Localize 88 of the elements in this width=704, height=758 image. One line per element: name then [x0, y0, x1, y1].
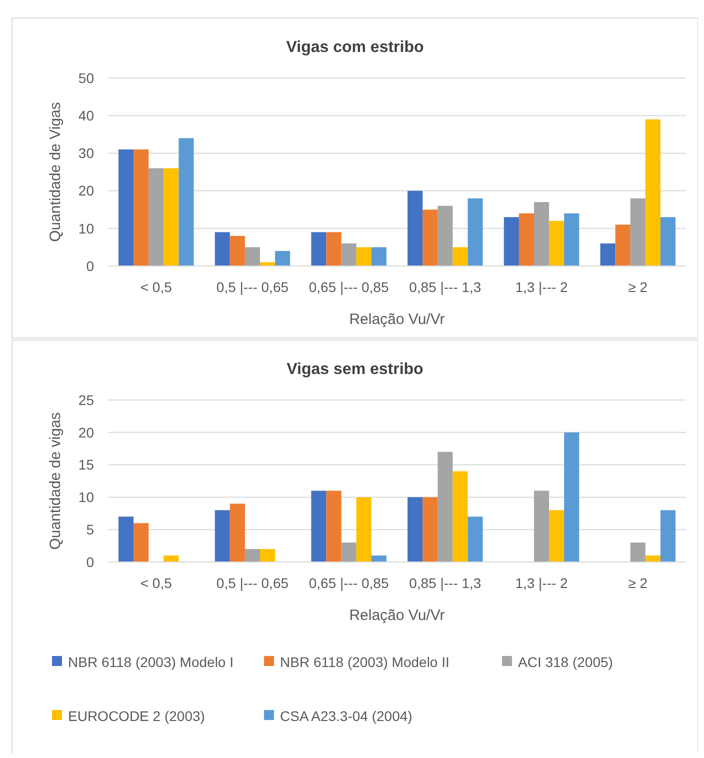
bar: [134, 149, 149, 266]
bar: [326, 490, 342, 562]
bar: [260, 262, 276, 266]
x-tick-label: < 0,5: [140, 279, 172, 295]
bar: [164, 556, 179, 562]
x-tick-label: 0,85 |--- 1,3: [409, 279, 482, 295]
bar: [630, 198, 646, 266]
y-axis-title: Quantidade de vigas: [47, 412, 64, 550]
legend-label: NBR 6118 (2003) Modelo II: [280, 654, 450, 670]
bar: [260, 549, 276, 562]
x-tick-label: 0,5 |--- 0,65: [216, 279, 289, 295]
y-tick-label: 30: [78, 145, 94, 162]
bar: [422, 210, 438, 266]
chart-title: Vigas com estribo: [286, 39, 424, 56]
y-tick-label: 0: [86, 554, 94, 570]
bar: [504, 217, 519, 266]
x-tick-label: < 0,5: [140, 575, 172, 591]
y-tick-label: 50: [78, 70, 94, 86]
bar: [178, 138, 194, 266]
bar: [275, 250, 290, 266]
legend-label: CSA A23.3-04 (2004): [280, 708, 412, 724]
bar: [408, 497, 423, 562]
bar: [452, 471, 468, 562]
y-tick-label: 20: [78, 182, 94, 199]
x-tick-label: ≥ 2: [628, 575, 648, 591]
y-tick-label: 0: [86, 258, 94, 274]
legend-label: EUROCODE 2 (2003): [68, 708, 205, 724]
bar: [534, 490, 550, 562]
bar: [518, 213, 534, 266]
bar: [164, 168, 179, 266]
bar: [326, 232, 342, 266]
bar: [356, 497, 372, 562]
bar: [660, 510, 676, 562]
bar: [645, 556, 660, 562]
bar: [356, 247, 372, 266]
bar: [549, 220, 564, 266]
bar: [134, 523, 149, 562]
y-tick-label: 10: [78, 220, 94, 236]
bar: [645, 119, 660, 266]
y-tick-label: 15: [78, 456, 94, 473]
bar: [371, 247, 386, 266]
y-tick-label: 20: [78, 424, 94, 440]
bar: [468, 516, 483, 562]
y-tick-label: 5: [86, 522, 94, 538]
y-tick-label: 10: [78, 489, 94, 506]
bar: [230, 504, 245, 562]
x-axis-title: Relação Vu/Vr: [349, 311, 445, 328]
y-axis-title: Quantidade de Vigas: [47, 102, 64, 242]
bar: [549, 510, 564, 562]
bar: [564, 432, 580, 562]
x-tick-label: ≥ 2: [628, 279, 648, 295]
chart-title: Vigas sem estribo: [286, 361, 424, 378]
bar: [438, 452, 453, 562]
bar: [244, 549, 260, 562]
bar: [534, 202, 550, 266]
x-tick-label: 0,85 |--- 1,3: [409, 575, 482, 591]
bar: [341, 542, 356, 562]
legend-label: NBR 6118 (2003) Modelo I: [68, 654, 234, 670]
x-tick-label: 0,65 |--- 0,85: [308, 279, 389, 295]
bar: [214, 510, 230, 562]
bar: [468, 198, 483, 266]
y-tick-label: 25: [78, 392, 94, 408]
x-axis-title: Relação Vu/Vr: [349, 607, 445, 624]
bar: [341, 243, 356, 266]
bar: [311, 232, 326, 266]
x-tick-label: 1,3 |--- 2: [515, 575, 568, 591]
legend-label: ACI 318 (2005): [518, 654, 613, 670]
x-tick-label: 1,3 |--- 2: [515, 279, 568, 295]
bar: [118, 149, 134, 266]
bar: [600, 243, 616, 266]
bar: [118, 516, 134, 562]
bar: [422, 497, 438, 562]
bar: [230, 236, 245, 266]
bar: [371, 556, 386, 562]
bar: [408, 190, 423, 266]
bar: [438, 206, 453, 266]
bar: [615, 224, 630, 266]
bar: [244, 247, 260, 266]
y-tick-label: 40: [78, 108, 94, 124]
bar: [214, 232, 230, 266]
bar: [148, 168, 164, 266]
bar: [660, 217, 676, 266]
bar: [311, 490, 326, 562]
bar: [452, 247, 468, 266]
bar: [564, 213, 580, 266]
x-tick-label: 0,5 |--- 0,65: [216, 575, 289, 591]
x-tick-label: 0,65 |--- 0,85: [308, 575, 389, 591]
bar: [630, 542, 646, 562]
